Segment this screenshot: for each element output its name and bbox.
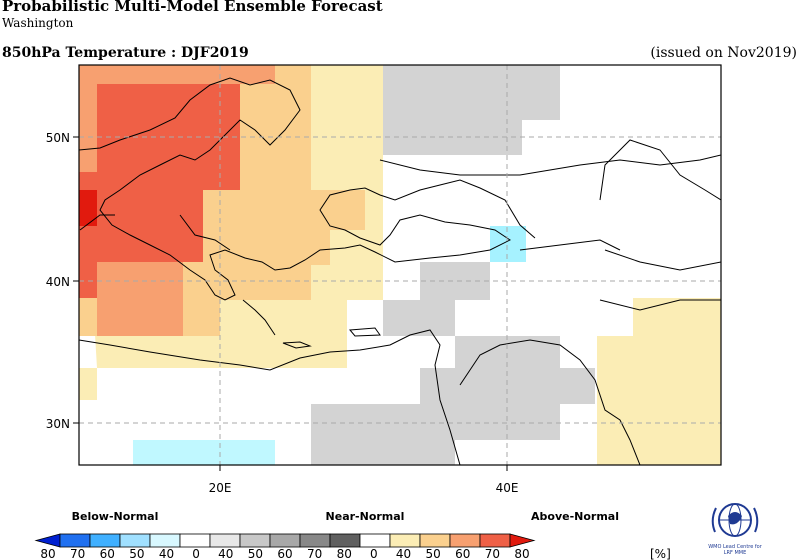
colorbar-swatch: [449, 533, 481, 548]
logo-caption: WMO Lead Centre for LRF MME: [690, 544, 780, 556]
colorbar-swatch: [389, 533, 421, 548]
legend-category-above: Above-Normal: [531, 510, 619, 523]
colorbar-arrow-right: [509, 533, 536, 548]
colorbar-tick-label: 70: [307, 547, 322, 560]
colorbar-tick-label: 80: [337, 547, 352, 560]
colorbar-tick-label: 70: [485, 547, 500, 560]
colorbar-swatch: [419, 533, 451, 548]
figure-subtitle: Washington: [2, 16, 74, 30]
colorbar-swatch: [209, 533, 241, 548]
near-normal-middle-east: [311, 336, 595, 465]
axis-ticks: [73, 136, 508, 471]
legend-unit: [%]: [650, 547, 671, 560]
colorbar-tick-label: 80: [40, 547, 55, 560]
colorbar-swatch: [479, 533, 511, 548]
below-40-north-africa: [133, 440, 275, 465]
legend-category-near: Near-Normal: [325, 510, 405, 523]
color-bar-ticks: 80 70 60 50 40 0 40 50 60 70 80 0 40 50 60 70 80: [40, 547, 529, 560]
colorbar-swatch: [59, 533, 91, 548]
graticule: [79, 65, 721, 465]
colorbar-tick-label: 80: [514, 547, 529, 560]
coastlines: [79, 77, 721, 465]
colorbar-tick-label: 0: [370, 547, 378, 560]
colorbar-tick-label: 50: [425, 547, 440, 560]
colorbar-tick-label: 0: [192, 547, 200, 560]
colorbar-tick-label: 60: [100, 547, 115, 560]
logo-caption-line1: WMO Lead Centre for: [708, 544, 762, 550]
figure-title: Probabilistic Multi-Model Ensemble Forec…: [2, 0, 383, 15]
lat-label-30n: 30N: [46, 417, 70, 431]
lon-label-40e: 40E: [496, 481, 519, 495]
variable-title: 850hPa Temperature : DJF2019: [2, 45, 249, 61]
colorbar-swatch: [179, 533, 211, 548]
colorbar-swatch: [299, 533, 331, 548]
colorbar-tick-label: 40: [159, 547, 174, 560]
colorbar-swatch: [329, 533, 361, 548]
wmo-logo-icon: [711, 503, 759, 537]
logo-caption-line2: LRF MME: [723, 550, 747, 556]
colorbar-tick-label: 70: [70, 547, 85, 560]
below-50-caucasus: [490, 226, 526, 262]
lon-label-20e: 20E: [209, 481, 232, 495]
colorbar-swatch: [149, 533, 181, 548]
map-frame: [78, 64, 722, 466]
probability-field: [79, 65, 721, 465]
colorbar-swatch: [89, 533, 121, 548]
issued-date: (issued on Nov2019): [650, 45, 797, 61]
color-bar: [34, 533, 536, 548]
colorbar-tick-label: 50: [129, 547, 144, 560]
legend-category-below: Below-Normal: [71, 510, 159, 523]
colorbar-swatch: [359, 533, 391, 548]
near-normal-north: [383, 65, 560, 155]
colorbar-tick-label: 40: [218, 547, 233, 560]
lat-label-40n: 40N: [46, 275, 70, 289]
colorbar-tick-label: 40: [396, 547, 411, 560]
colorbar-swatch: [239, 533, 271, 548]
lat-label-50n: 50N: [46, 131, 70, 145]
near-normal-anatolia: [383, 262, 490, 336]
colorbar-tick-label: 60: [277, 547, 292, 560]
colorbar-swatch: [119, 533, 151, 548]
colorbar-tick-label: 60: [455, 547, 470, 560]
colorbar-tick-label: 50: [248, 547, 263, 560]
above-50-southeast: [597, 298, 721, 465]
colorbar-swatch: [269, 533, 301, 548]
above-max-region: [79, 190, 97, 226]
colorbar-arrow-left: [34, 533, 61, 548]
